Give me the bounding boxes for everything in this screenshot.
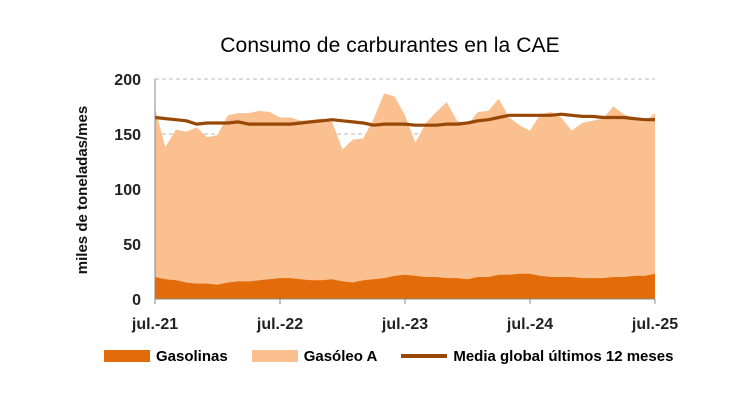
x-tick-0: jul.-21 xyxy=(131,316,178,333)
legend-label-gasoleo-a: Gasóleo A xyxy=(303,347,378,365)
legend-item-media-global: Media global últimos 12 meses xyxy=(401,348,673,365)
area-gasoleo-a xyxy=(155,93,655,299)
line-series xyxy=(154,112,655,127)
line-media-global xyxy=(154,112,655,127)
y-tick-100: 100 xyxy=(114,182,141,199)
x-tick-labels: jul.-21 jul.-22 jul.-23 jul.-24 jul.-25 xyxy=(131,299,678,333)
area-gasolinas xyxy=(155,273,655,299)
legend-label-media-global: Media global últimos 12 meses xyxy=(453,347,674,365)
x-tick-2: jul.-23 xyxy=(381,316,428,333)
y-tick-200: 200 xyxy=(114,72,141,89)
area-series xyxy=(155,93,655,299)
x-tick-3: jul.-24 xyxy=(506,316,553,333)
legend-item-gasoleo-a: Gasóleo A xyxy=(251,347,378,365)
y-tick-150: 150 xyxy=(114,127,141,144)
legend-swatch-media-global xyxy=(401,354,448,358)
x-tick-4: jul.-25 xyxy=(631,316,678,333)
y-axis-title: miles de toneladas/mes xyxy=(74,106,91,274)
legend-item-gasolinas: Gasolinas xyxy=(104,348,228,365)
legend: Gasolinas Gasóleo A Media global últimos… xyxy=(104,345,697,367)
legend-swatch-gasolinas xyxy=(104,350,150,362)
legend-swatch-gasoleo-a xyxy=(251,350,298,362)
y-tick-labels: 0 50 100 150 200 xyxy=(114,72,141,309)
chart-title: Consumo de carburantes en la CAE xyxy=(220,34,560,57)
x-tick-1: jul.-22 xyxy=(256,316,303,333)
y-tick-0: 0 xyxy=(132,292,141,309)
y-tick-50: 50 xyxy=(123,237,141,254)
legend-label-gasolinas: Gasolinas xyxy=(156,347,228,365)
